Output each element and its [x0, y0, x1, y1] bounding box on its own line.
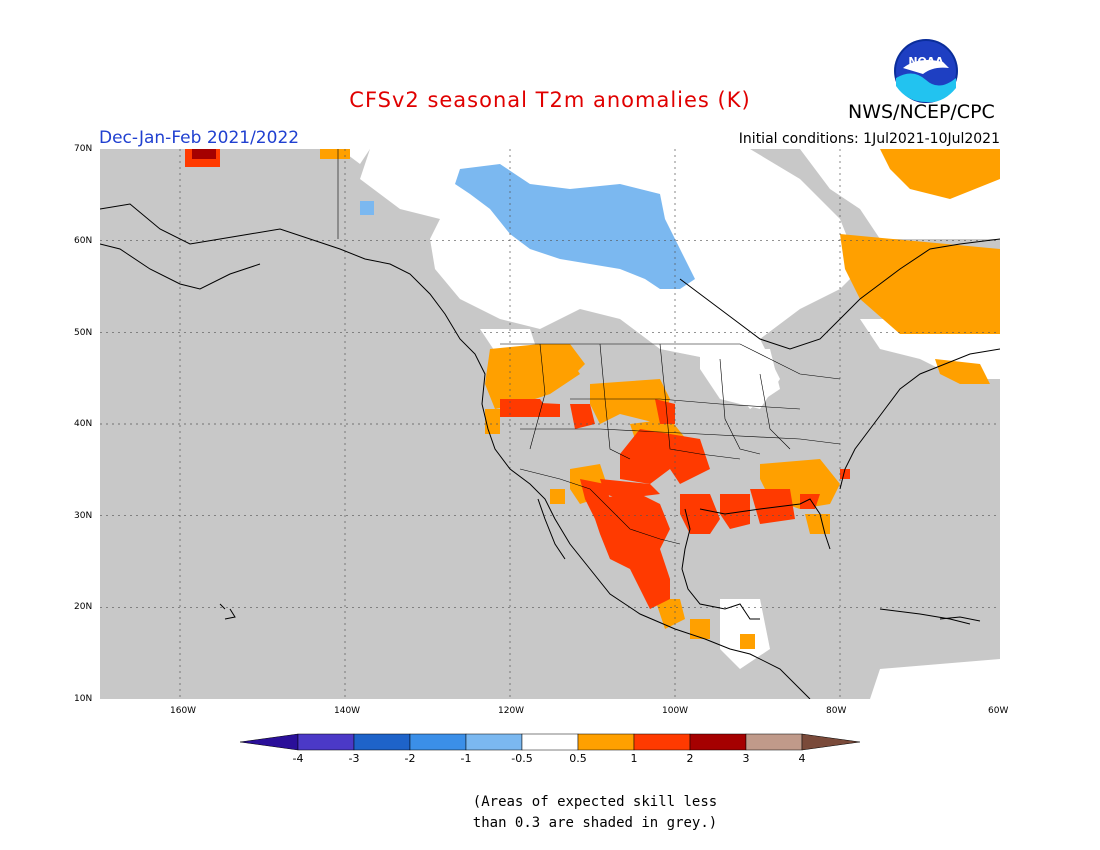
colorbar-arrow-high: [801, 733, 860, 751]
lat-label-70n: 70N: [74, 144, 93, 154]
colorbar-label-4: -1: [460, 752, 472, 765]
initial-conditions-label: Initial conditions: 1Jul2021-10Jul2021: [738, 131, 1000, 147]
colorbar-label-5: -0.5: [511, 752, 533, 765]
lat-label-50n: 50N: [74, 328, 93, 338]
colorbar-bin-2: [353, 733, 411, 751]
lon-label-80w: 80W: [826, 706, 847, 716]
noaa-logo: NOAA: [894, 39, 958, 103]
colorbar-bin-9: [745, 733, 803, 751]
colorbar-bin-3: [409, 733, 467, 751]
political-borders: [337, 149, 841, 545]
lon-label-120w: 120W: [498, 706, 525, 716]
lat-label-20n: 20N: [74, 602, 93, 612]
colorbar-label-10: 4: [798, 752, 806, 765]
lat-label-60n: 60N: [74, 236, 93, 246]
footnote-line-1: (Areas of expected skill less: [472, 794, 718, 810]
colorbar-label-2: -3: [348, 752, 360, 765]
very-strong-warm-anomaly-region: [192, 149, 216, 159]
lat-label-10n: 10N: [74, 694, 93, 704]
colorbar-bin-8: [689, 733, 747, 751]
map-title: CFSv2 seasonal T2m anomalies (K): [349, 88, 751, 112]
colorbar-label-7: 1: [630, 752, 638, 765]
colorbar-bin-5: [521, 733, 579, 751]
strong-warm-anomaly-region: [185, 149, 850, 609]
colorbar-bin-7: [633, 733, 691, 751]
lat-label-30n: 30N: [74, 511, 93, 521]
negative-anomaly-region: [360, 164, 695, 289]
lon-label-100w: 100W: [662, 706, 689, 716]
colorbar-bin-4: [465, 733, 523, 751]
colorbar-label-8: 2: [686, 752, 694, 765]
colorbar-label-6: 0.5: [569, 752, 587, 765]
colorbar-arrow-low: [240, 733, 299, 751]
graticule: [100, 149, 1000, 699]
lon-label-140w: 140W: [334, 706, 361, 716]
colorbar-label-9: 3: [742, 752, 750, 765]
coastlines: [100, 203, 1000, 699]
anomaly-map: [100, 149, 1000, 699]
lon-label-60w: 60W: [988, 706, 1009, 716]
logo-text: NOAA: [908, 55, 944, 68]
colorbar-bin-6: [577, 733, 635, 751]
agency-label: NWS/NCEP/CPC: [848, 101, 995, 123]
season-label: Dec-Jan-Feb 2021/2022: [99, 128, 300, 148]
footnote-line-2: than 0.3 are shaded in grey.): [472, 815, 718, 831]
lat-label-40n: 40N: [74, 419, 93, 429]
lon-label-160w: 160W: [170, 706, 197, 716]
colorbar-label-1: -4: [292, 752, 304, 765]
skill-footnote: (Areas of expected skill less than 0.3 a…: [460, 792, 730, 834]
colorbar-bin-1: [297, 733, 355, 751]
colorbar: [240, 733, 860, 751]
colorbar-label-3: -2: [404, 752, 416, 765]
